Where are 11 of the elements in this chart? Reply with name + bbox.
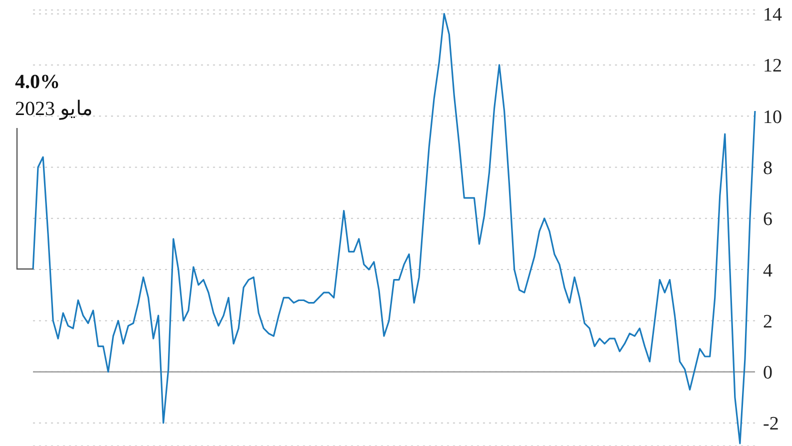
y-tick-label: 14 xyxy=(763,4,782,26)
annotation: مايو 2023 xyxy=(15,97,93,121)
y-tick-label: -2 xyxy=(763,414,779,435)
y-tick-label: 12 xyxy=(763,56,782,77)
y-tick-label: 0 xyxy=(763,362,772,384)
y-tick-label: 4 xyxy=(763,260,773,282)
y-tick-label: 6 xyxy=(763,209,772,230)
y-tick-label: 8 xyxy=(763,158,772,180)
annotation: 4.0% xyxy=(15,71,60,94)
y-tick-label: 2 xyxy=(763,311,772,332)
y-tick-label: 10 xyxy=(763,106,782,128)
